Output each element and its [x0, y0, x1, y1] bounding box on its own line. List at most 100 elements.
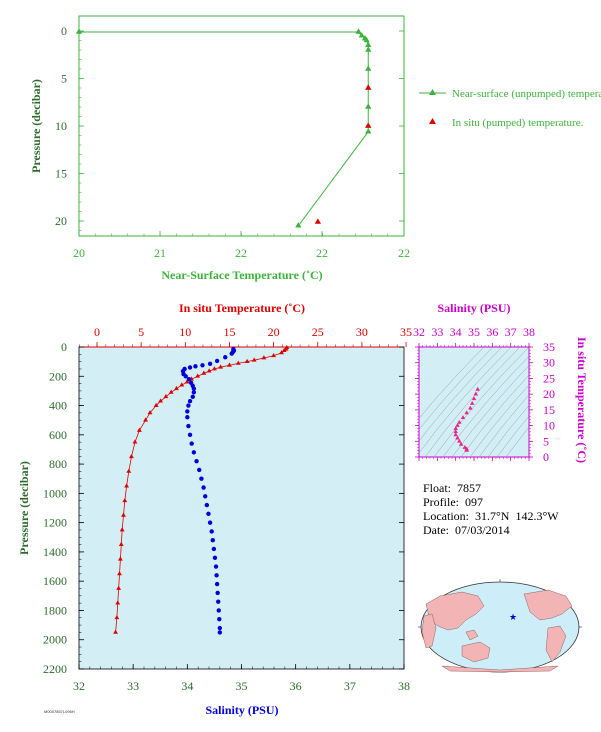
map-landmasses	[421, 589, 573, 673]
top-x-tick-label: 20	[73, 246, 85, 260]
pressure-tick-label: 1000	[43, 486, 67, 500]
main-y-axis-label: Pressure (decibar)	[17, 461, 31, 555]
near-surface-temperature-point	[363, 36, 370, 43]
ts-point	[469, 400, 475, 405]
salinity-point	[217, 617, 222, 622]
salinity-point	[204, 502, 210, 508]
salinity-point	[214, 581, 220, 587]
top-x-tick-label: 22	[235, 246, 247, 260]
top-x-tick-label: 22	[398, 246, 410, 260]
ts-x-tick-label: 32	[413, 325, 425, 339]
pressure-tick-label: 0	[61, 340, 67, 354]
ts-y-tick-label: 30	[543, 356, 555, 370]
main-bottom-axis-label: Salinity (PSU)	[205, 703, 278, 717]
temperature-tick-label: 15	[223, 325, 235, 339]
ts-x-tick-label: 37	[505, 325, 517, 339]
pressure-tick-label: 1600	[43, 574, 67, 588]
top-y-tick-label: 0	[61, 24, 67, 38]
near-surface-temperature-point	[365, 65, 372, 71]
temperature-tick-label: 35	[400, 325, 412, 339]
ts-plot-area	[418, 346, 530, 458]
temperature-point	[158, 398, 164, 403]
salinity-point	[201, 485, 206, 490]
near-surface-temperature-point	[365, 46, 372, 52]
temperature-tick-label: 0	[94, 325, 100, 339]
ts-point	[475, 386, 480, 391]
in-situ-temperature-point	[365, 122, 372, 128]
temperature-point	[114, 614, 120, 620]
temperature-point	[122, 497, 128, 503]
salinity-point	[217, 625, 223, 631]
temperature-point	[143, 417, 149, 422]
temperature-point	[218, 364, 224, 369]
temperature-point	[129, 453, 134, 459]
ts-point	[473, 391, 479, 396]
salinity-point	[200, 363, 205, 368]
salinity-point	[193, 364, 198, 369]
footer-code: M0007857L096H	[44, 709, 75, 714]
ts-x-tick-label: 33	[431, 325, 443, 339]
legend-green-label: Near-surface (unpumped) temperature.	[452, 88, 601, 100]
density-contour	[419, 347, 512, 454]
top-y-tick-label: 15	[55, 167, 67, 181]
pressure-tick-label: 1400	[43, 545, 67, 559]
profile-number: Profile: 097	[423, 495, 483, 509]
ts-y-axis-label: In situ Temperature (˚C)	[575, 337, 589, 463]
temperature-point	[163, 393, 169, 399]
temperature-tick-label: 20	[268, 325, 280, 339]
temperature-point	[116, 585, 122, 590]
float-location: Location: 31.7°N 142.3°W	[423, 509, 559, 523]
salinity-tick-label: 37	[344, 679, 356, 693]
temperature-tick-label: 25	[312, 325, 324, 339]
salinity-tick-label: 34	[181, 679, 193, 693]
density-contour	[487, 404, 529, 457]
density-contour	[419, 347, 503, 442]
ts-y-tick-label: 20	[543, 387, 555, 401]
near-surface-temperature-point	[355, 28, 362, 34]
temperature-point	[113, 629, 118, 634]
ts-y-tick-label: 10	[543, 419, 555, 433]
salinity-point	[211, 546, 217, 552]
salinity-point	[199, 476, 204, 481]
near-surface-temperature-chart: 20 21 22 22 22 0 5 10 15 20 Near-Surface Temperat…	[29, 15, 601, 282]
temperature-point	[281, 347, 287, 353]
ts-y-tick-label: 35	[543, 340, 555, 354]
temperature-profile-line	[115, 347, 288, 633]
ts-x-tick-label: 38	[523, 325, 535, 339]
ts-x-tick-label: 35	[468, 325, 480, 339]
salinity-point	[194, 458, 199, 464]
in-situ-temperature-point	[365, 84, 372, 90]
salinity-point	[186, 423, 191, 429]
temperature-point	[115, 600, 121, 605]
salinity-point	[187, 432, 193, 438]
salinity-tick-label: 32	[73, 679, 85, 693]
float-number: Float: 7857	[423, 481, 482, 495]
temperature-point	[251, 357, 257, 362]
temperature-point	[126, 468, 132, 473]
density-contour	[424, 347, 521, 457]
salinity-point	[214, 358, 220, 364]
temperature-tick-label: 30	[356, 325, 368, 339]
ts-y-tick-label: 15	[543, 403, 555, 417]
near-surface-temperature-point	[75, 28, 83, 34]
legend-green-triangle-icon	[429, 89, 436, 95]
profile-chart: 32 33 34 35 36 37 38 0 5 10 15 20 25 30 35 0 200 400 600 80…	[17, 301, 412, 717]
pressure-tick-label: 800	[49, 457, 67, 471]
temperature-point	[117, 571, 122, 576]
temperature-point	[119, 527, 125, 532]
density-contour	[433, 347, 529, 457]
temperature-point	[174, 385, 179, 391]
near-surface-temperature-point	[365, 41, 372, 48]
salinity-point	[216, 608, 221, 613]
top-x-tick-label: 22	[316, 246, 328, 260]
salinity-point	[207, 361, 213, 367]
temperature-point	[271, 352, 277, 358]
salinity-point	[189, 441, 194, 446]
legend-red-label: In situ (pumped) temperature.	[452, 117, 584, 129]
salinity-point	[190, 394, 195, 399]
density-contour	[469, 384, 529, 457]
salinity-point	[217, 630, 223, 635]
pressure-tick-label: 600	[49, 428, 67, 442]
top-x-axis-label: Near-Surface Temperature (˚C)	[161, 268, 322, 282]
